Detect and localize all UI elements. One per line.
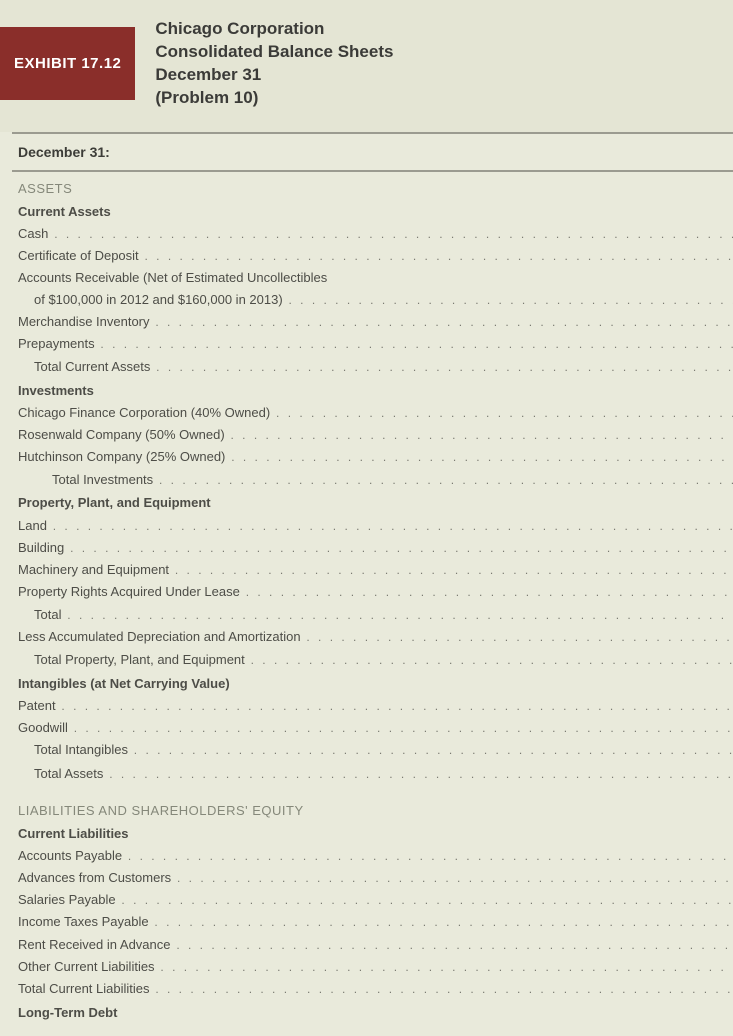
section-long-term-debt: Long-Term Debt: [12, 1001, 733, 1024]
label-cfc: Chicago Finance Corporation (40% Owned): [12, 402, 733, 424]
row-total-current-liab: Total Current Liabilities $2,430,000 $1,…: [12, 978, 733, 1001]
row-prepayments: Prepayments 200,000 200,000: [12, 333, 733, 356]
row-cash: Cash $100,000 $200,000: [12, 222, 733, 244]
row-advances: Advances from Customers 640,000 660,000: [12, 867, 733, 889]
label-tint: Total Intangibles: [12, 739, 733, 762]
table-header-row: December 31: 2013 2012: [12, 133, 733, 171]
label-rent: Rent Received in Advance: [12, 933, 733, 955]
row-goodwill: Goodwill 1,125,000 1,125,000: [12, 717, 733, 740]
row-less-depreciation: Less Accumulated Depreciation and Amorti…: [12, 626, 733, 649]
label-rosen: Rosenwald Company (50% Owned): [12, 424, 733, 446]
row-accounts-payable: Accounts Payable $550,000 $400,000: [12, 845, 733, 867]
row-income-taxes: Income Taxes Payable 430,000 300,000: [12, 911, 733, 933]
label-ap: Accounts Payable: [12, 845, 733, 867]
label-inv: Merchandise Inventory: [12, 311, 733, 333]
label-patent: Patent: [12, 694, 733, 716]
row-machinery: Machinery and Equipment 8,000,000 7,300,…: [12, 559, 733, 581]
row-ppe-net: Total Property, Plant, and Equipment $10…: [12, 649, 733, 672]
row-cfc: Chicago Finance Corporation (40% Owned) …: [12, 402, 733, 424]
row-cd: Certificate of Deposit 225,000 —: [12, 245, 733, 267]
label-sal: Salaries Payable: [12, 889, 733, 911]
row-total-investments: Total Investments $5,200,000 $3,200,000: [12, 468, 733, 491]
row-total-assets: Total Assets $20,000,000 $17,000,000: [12, 762, 733, 786]
row-total-intangibles: Total Intangibles $1,875,000 $2,000,000: [12, 739, 733, 762]
label-ocl: Other Current Liabilities: [12, 955, 733, 978]
row-total-current-assets: Total Current Assets $2,925,000 $2,400,0…: [12, 356, 733, 379]
row-building: Building 4,000,000 4,000,000: [12, 536, 733, 558]
balance-sheet-page: EXHIBIT 17.12 Chicago Corporation Consol…: [0, 0, 733, 1036]
label-ppenet: Total Property, Plant, and Equipment: [12, 649, 733, 672]
label-ar2: of $100,000 in 2012 and $160,000 in 2013…: [12, 289, 733, 311]
col-label: December 31:: [12, 133, 733, 171]
label-tca: Total Current Assets: [12, 356, 733, 379]
balance-sheet-table: December 31: 2013 2012 ASSETS Current As…: [12, 132, 733, 1024]
report-date: December 31: [155, 64, 393, 87]
label-bldg: Building: [12, 536, 733, 558]
label-ppetot: Total: [12, 603, 733, 626]
label-tassets: Total Assets: [12, 762, 733, 786]
report-title: Consolidated Balance Sheets: [155, 41, 393, 64]
header-band: EXHIBIT 17.12 Chicago Corporation Consol…: [0, 0, 733, 132]
row-patent: Patent $750,000 $875,000: [12, 694, 733, 716]
label-land: Land: [12, 514, 733, 536]
label-lessdep: Less Accumulated Depreciation and Amorti…: [12, 626, 733, 649]
section-investments: Investments: [12, 379, 733, 402]
label-lease: Property Rights Acquired Under Lease: [12, 581, 733, 604]
label-ar1: Accounts Receivable (Net of Estimated Un…: [12, 267, 733, 289]
row-lease-rights: Property Rights Acquired Under Lease 1,5…: [12, 581, 733, 604]
company-name: Chicago Corporation: [155, 18, 393, 41]
section-assets: ASSETS: [12, 171, 733, 201]
section-liab-eq: LIABILITIES AND SHAREHOLDERS' EQUITY: [12, 794, 733, 823]
label-tax: Income Taxes Payable: [12, 911, 733, 933]
row-ar-line1: Accounts Receivable (Net of Estimated Un…: [12, 267, 733, 289]
row-other-current-liab: Other Current Liabilities 460,000 200,00…: [12, 955, 733, 978]
section-current-assets: Current Assets: [12, 200, 733, 222]
label-mach: Machinery and Equipment: [12, 559, 733, 581]
row-salaries: Salaries Payable 300,000 240,000: [12, 889, 733, 911]
row-ar-line2: of $100,000 in 2012 and $160,000 in 2013…: [12, 289, 733, 311]
label-tcl: Total Current Liabilities: [12, 978, 733, 1001]
row-inventory: Merchandise Inventory 1,800,000 1,500,00…: [12, 311, 733, 333]
label-gw: Goodwill: [12, 717, 733, 740]
label-hutch: Hutchinson Company (25% Owned): [12, 446, 733, 469]
label-prepay: Prepayments: [12, 333, 733, 356]
row-land: Land $500,000 $400,000: [12, 514, 733, 536]
row-hutchinson: Hutchinson Company (25% Owned) 175,000 1…: [12, 446, 733, 469]
section-intangibles: Intangibles (at Net Carrying Value): [12, 672, 733, 695]
row-rent-advance: Rent Received in Advance 50,000 —: [12, 933, 733, 955]
label-advc: Advances from Customers: [12, 867, 733, 889]
row-rosenwald: Rosenwald Company (50% Owned) 1,025,000 …: [12, 424, 733, 446]
problem-ref: (Problem 10): [155, 87, 393, 110]
header-titles: Chicago Corporation Consolidated Balance…: [155, 18, 393, 110]
label-tinv: Total Investments: [12, 468, 733, 491]
label-cd: Certificate of Deposit: [12, 245, 733, 267]
label-cash: Cash: [12, 222, 733, 244]
exhibit-tab: EXHIBIT 17.12: [0, 27, 135, 100]
row-ppe-total: Total $14,000,000 $13,200,000: [12, 603, 733, 626]
section-ppe: Property, Plant, and Equipment: [12, 492, 733, 515]
section-current-liab: Current Liabilities: [12, 823, 733, 845]
